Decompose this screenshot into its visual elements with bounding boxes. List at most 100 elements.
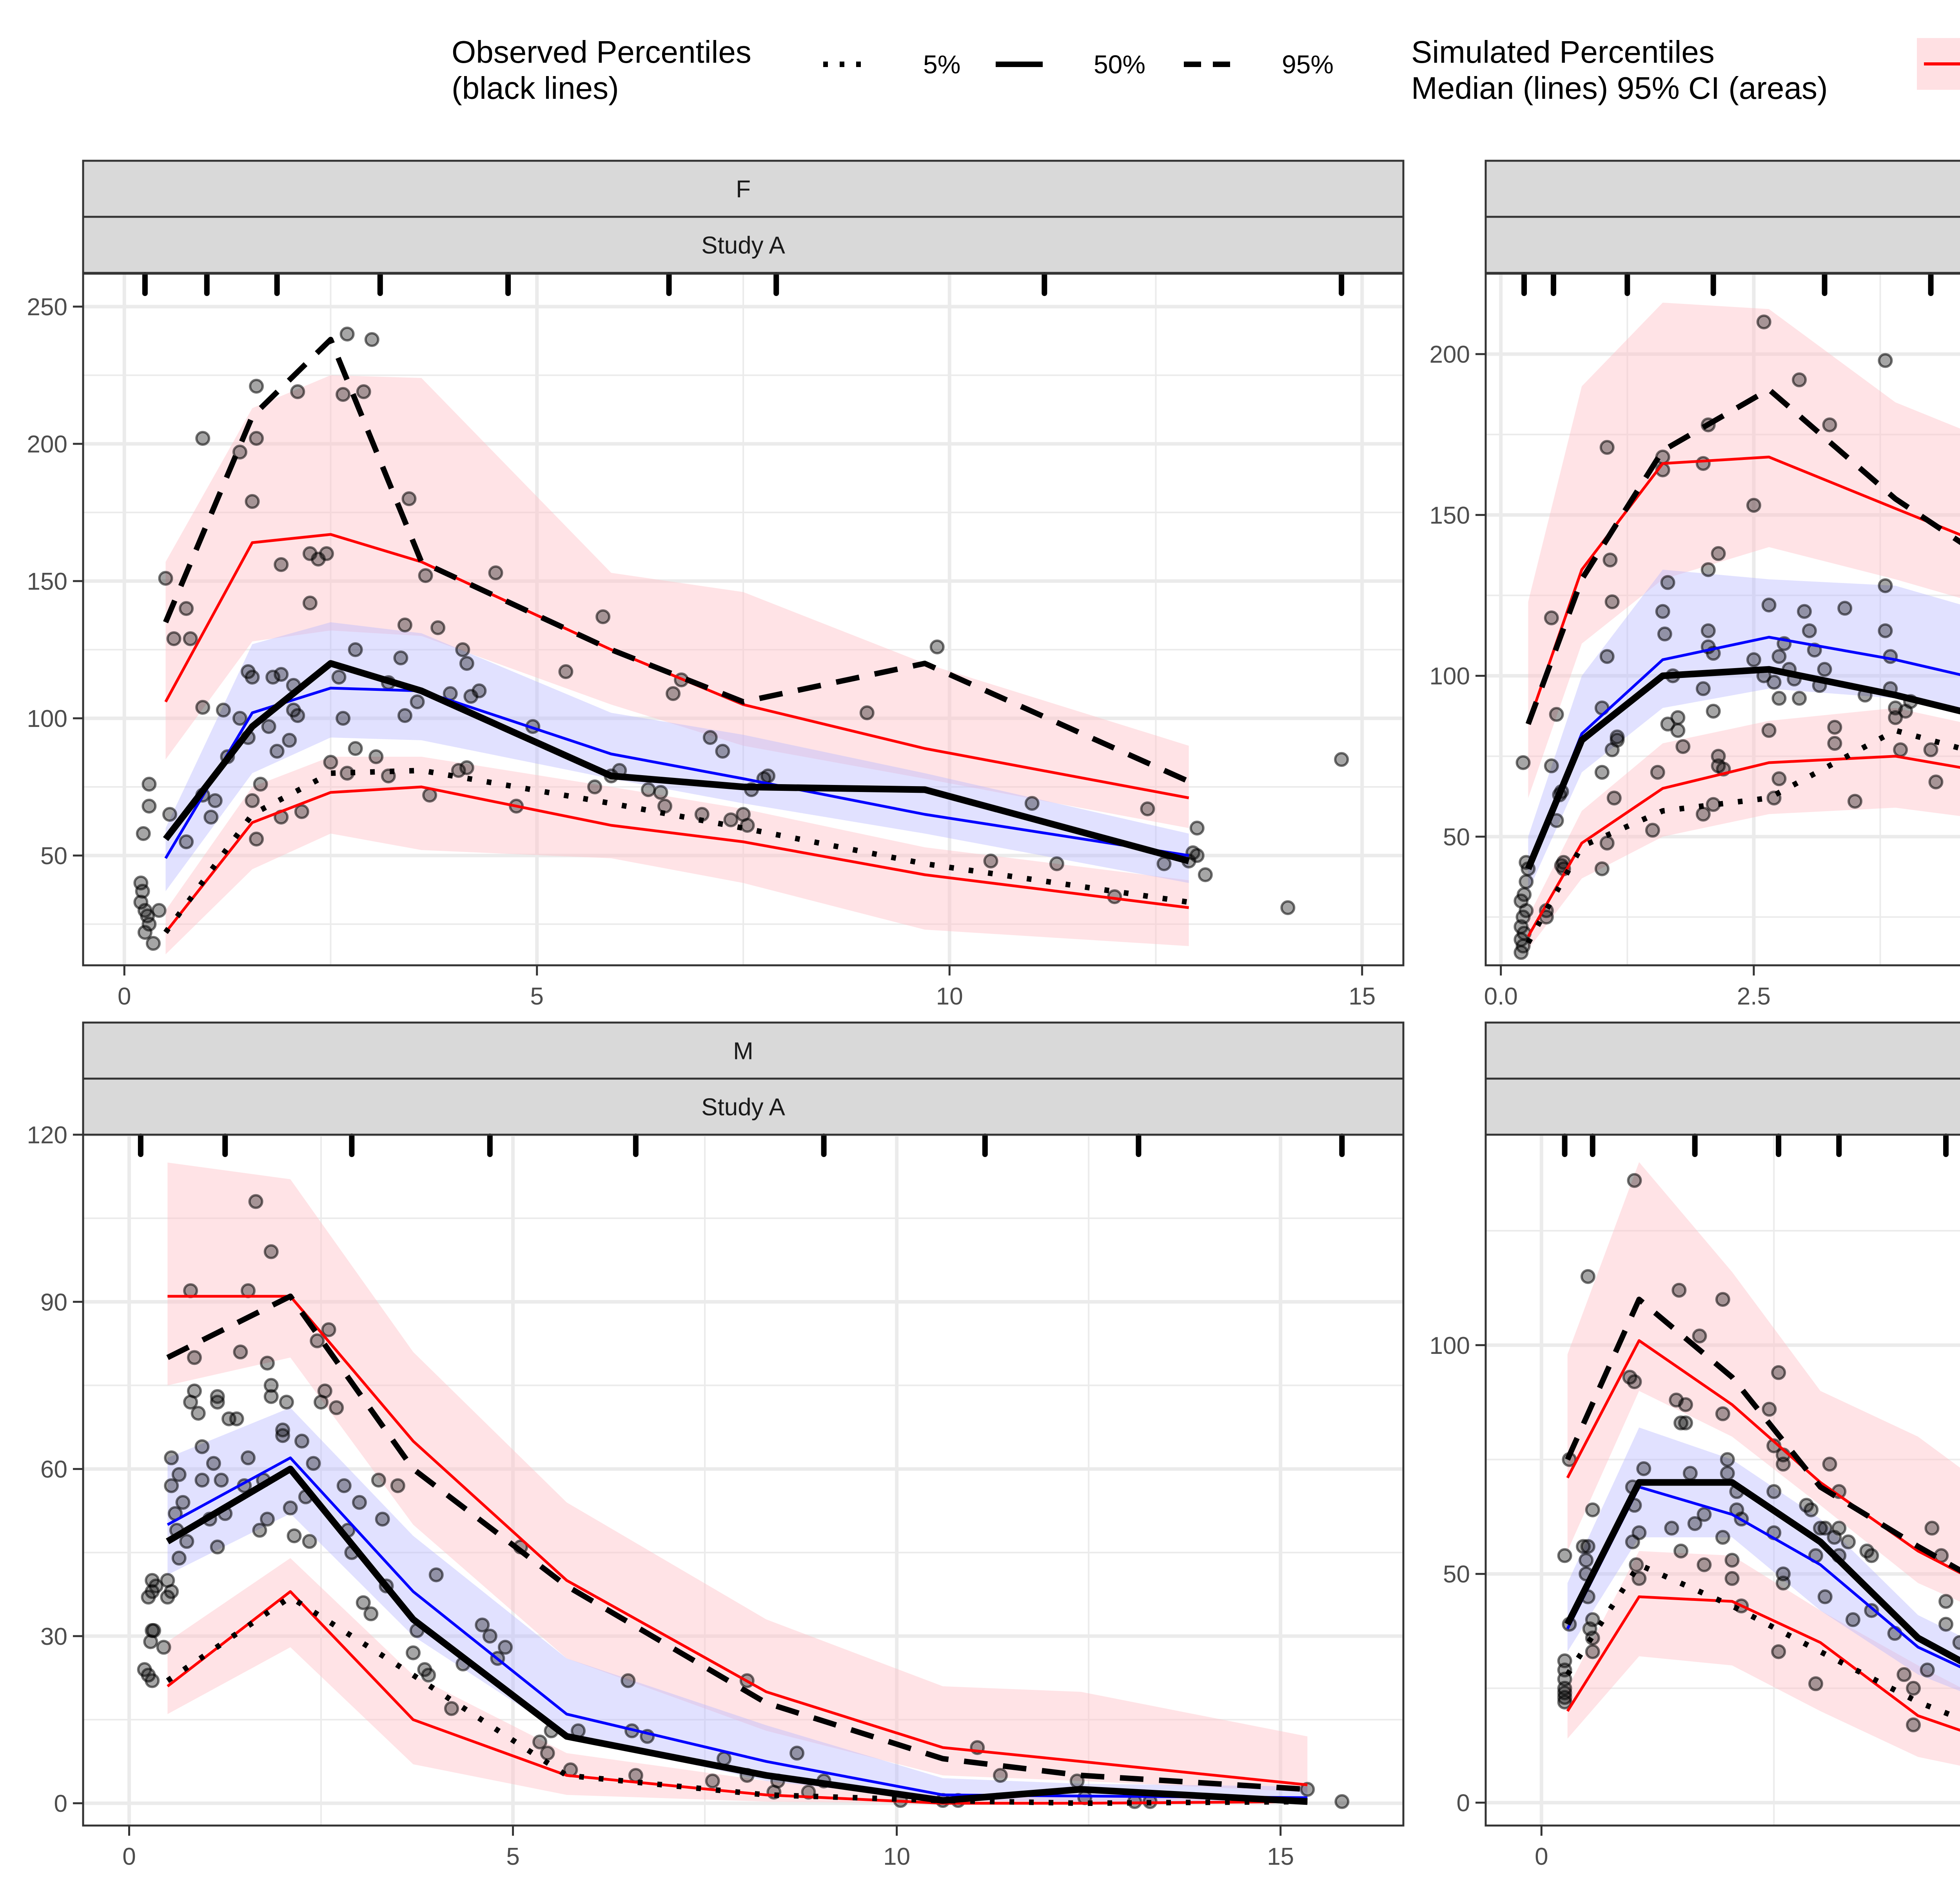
observation-point	[1724, 1553, 1740, 1568]
observation-point	[421, 1668, 436, 1683]
strip-bottom-label: Study A	[701, 1094, 785, 1121]
observation-point	[1720, 1466, 1735, 1481]
observation-point	[1549, 707, 1564, 722]
observation-point	[151, 903, 167, 918]
observation-point	[1920, 1662, 1935, 1678]
observation-point	[1655, 604, 1670, 619]
observation-point	[1594, 861, 1610, 876]
line-sim-p50-median	[1566, 1486, 1960, 1668]
observation-point	[1711, 546, 1726, 561]
line-obs-p50	[1525, 666, 1960, 870]
observation-point	[1189, 848, 1205, 863]
legend-observed-p05-label: 5%	[923, 50, 960, 79]
observation-point	[142, 777, 157, 792]
observation-point	[232, 711, 247, 726]
observation-point	[472, 683, 487, 698]
y-tick-label: 100	[1430, 1332, 1470, 1359]
observation-point	[418, 568, 433, 583]
y-tick-label: 60	[40, 1456, 67, 1483]
observation-point	[1864, 1548, 1879, 1563]
observation-point	[136, 826, 151, 841]
observation-point	[1585, 1644, 1600, 1659]
y-tick-label: 250	[27, 294, 67, 321]
observation-point	[364, 332, 379, 347]
observation-point	[1673, 1415, 1689, 1431]
observation-point	[715, 744, 730, 759]
legend-observed-p50-label: 50%	[1094, 50, 1145, 79]
observation-point	[1627, 1374, 1642, 1390]
observation-point	[621, 1673, 636, 1688]
observation-point	[1817, 662, 1832, 677]
observation-point	[1678, 1415, 1693, 1431]
x-tick-label: 0	[1535, 1843, 1548, 1870]
line-sim-p05-median	[167, 1590, 1308, 1805]
observation-point	[1660, 716, 1675, 732]
observation-point	[1771, 1644, 1786, 1659]
observation-point	[210, 1539, 225, 1555]
observation-point	[1695, 807, 1711, 822]
observation-point	[241, 1450, 256, 1466]
observation-point	[187, 1350, 202, 1365]
observation-point	[1906, 1680, 1921, 1696]
observation-point	[482, 1628, 497, 1644]
observation-point	[1700, 562, 1716, 577]
observation-point	[368, 749, 384, 764]
observation-point	[283, 1501, 298, 1516]
x-tick-label: 15	[1267, 1843, 1294, 1870]
observation-point	[406, 1645, 421, 1660]
observation-point	[1687, 1516, 1702, 1531]
observation-point	[628, 1768, 643, 1783]
observation-point	[1519, 874, 1534, 889]
observation-point	[146, 1623, 162, 1638]
observation-point	[1632, 1525, 1647, 1540]
observation-point	[164, 1450, 179, 1466]
panel-border	[82, 1134, 1405, 1827]
line-sim-p50-median	[167, 1456, 1308, 1799]
line-sim-p95-median	[1566, 1339, 1960, 1575]
panel-border	[1485, 1134, 1960, 1827]
observation-point	[1695, 681, 1711, 696]
observation-point	[135, 884, 150, 899]
observation-point	[302, 1534, 317, 1549]
observation-point	[459, 656, 474, 671]
observation-point	[166, 631, 181, 646]
observation-point	[1576, 1539, 1591, 1554]
strip-top-label: F	[736, 176, 751, 203]
observation-point	[1746, 498, 1761, 513]
observation-point	[1024, 796, 1040, 811]
ribbon-sim-p50	[1528, 569, 1960, 892]
line-obs-p50	[166, 1466, 1308, 1805]
strip-top	[1485, 160, 1960, 218]
observation-point	[191, 1406, 206, 1421]
observation-point	[983, 854, 998, 868]
observation-point	[1817, 1589, 1833, 1604]
observation-point	[1650, 765, 1665, 780]
observation-point	[279, 1395, 294, 1410]
observation-point	[1670, 723, 1686, 738]
observation-point	[171, 1550, 187, 1566]
y-tick-label: 50	[1443, 1561, 1470, 1588]
line-sim-p50-median	[1527, 636, 1960, 870]
observation-point	[1579, 1553, 1594, 1568]
observation-point	[1771, 691, 1787, 706]
x-tick-label: 5	[506, 1843, 519, 1870]
observation-point	[1604, 594, 1620, 609]
observation-point	[336, 387, 351, 402]
observation-point	[657, 799, 673, 814]
observation-point	[363, 1606, 379, 1622]
line-obs-p95	[166, 1293, 1308, 1792]
observation-point	[1878, 578, 1893, 593]
observation-point	[294, 804, 309, 819]
observation-point	[241, 664, 256, 679]
observation-point	[149, 1578, 164, 1593]
observation-point	[158, 571, 173, 586]
observation-point	[1715, 1530, 1730, 1545]
observation-point	[760, 768, 776, 783]
observation-point	[1557, 1548, 1572, 1563]
observation-point	[1700, 623, 1716, 638]
observation-point	[137, 925, 152, 940]
observation-point	[702, 730, 718, 745]
observation-point	[216, 703, 231, 718]
observation-point	[1515, 755, 1531, 770]
